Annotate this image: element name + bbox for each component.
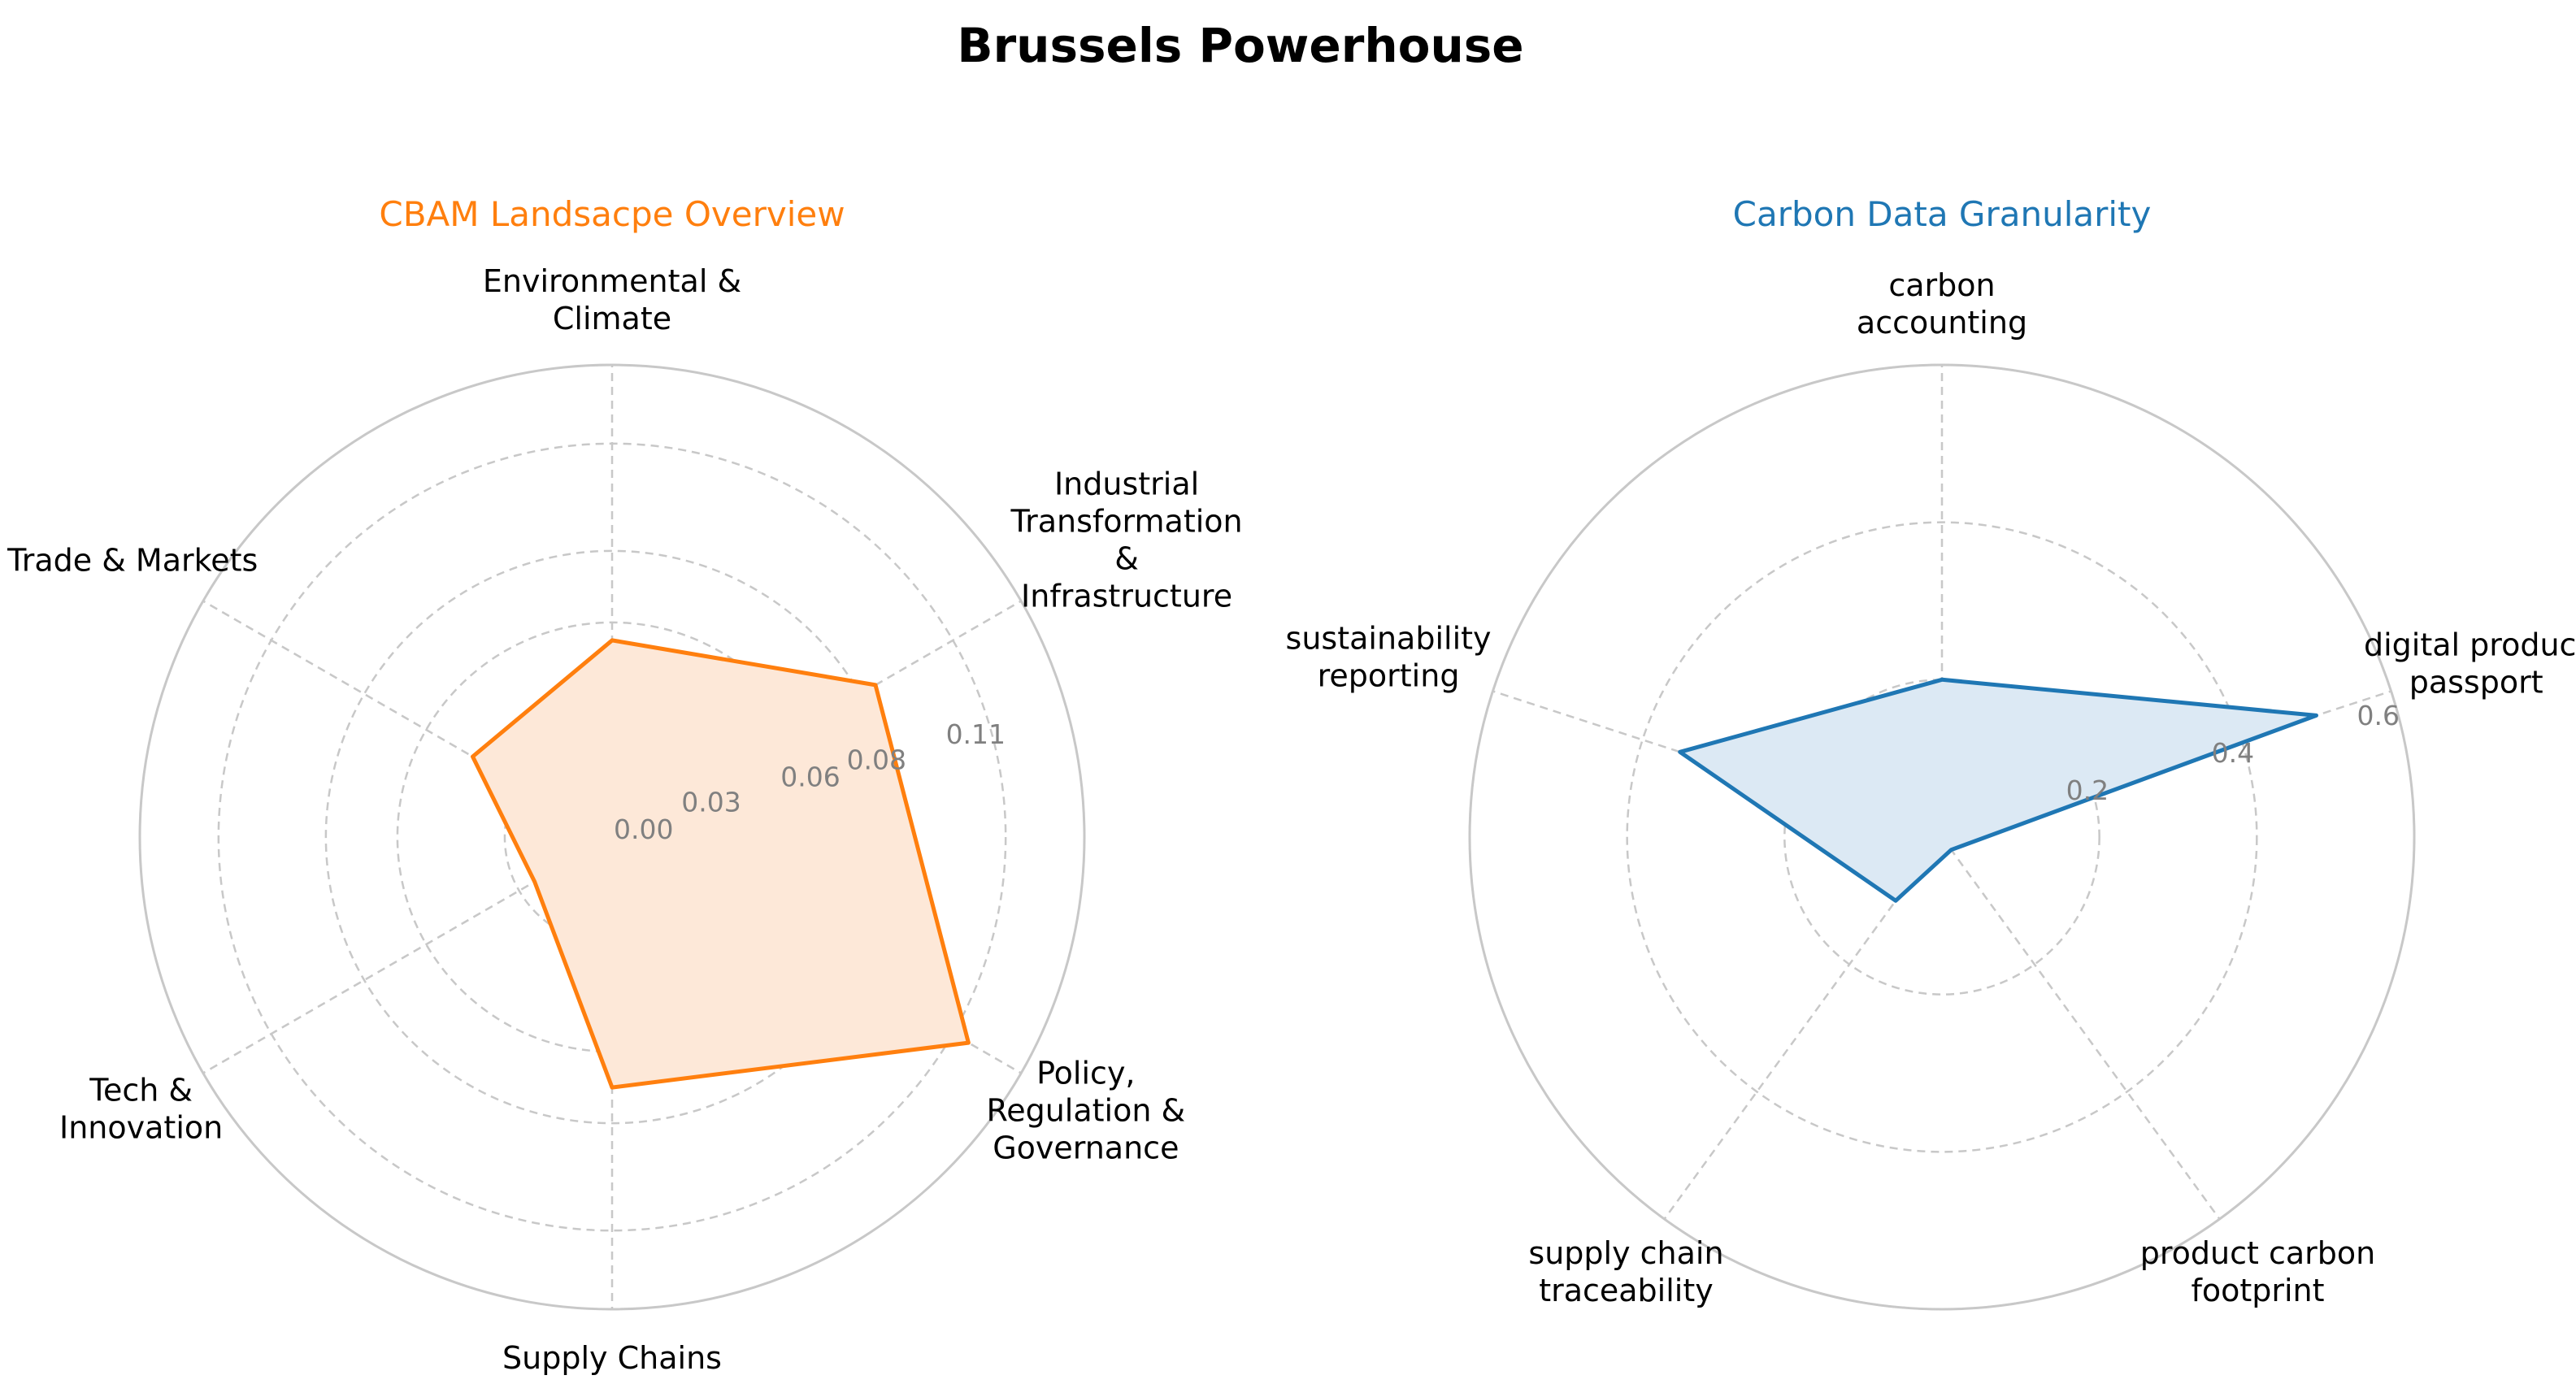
- series-line: [1678, 677, 2318, 903]
- data-point-trade-markets: [471, 754, 475, 758]
- category-label-environmental-climate: Environmental & Climate: [483, 263, 741, 336]
- radial-tick-label: 0.4: [2212, 737, 2254, 769]
- category-label-sustainability-reporting: sustainability reporting: [1286, 621, 1492, 694]
- spoke-line: [202, 835, 613, 1074]
- data-point-environmental-climate: [610, 638, 614, 642]
- radial-tick-label: 0.06: [780, 761, 840, 792]
- grid-circle: [1626, 521, 2258, 1153]
- series-fill: [472, 640, 969, 1088]
- category-label-supply-chain-traceability: supply chain traceability: [1528, 1235, 1723, 1308]
- category-label-policy-regulation-governance: Policy, Regulation & Governance: [987, 1056, 1186, 1166]
- radial-tick-label: 0.2: [2066, 774, 2109, 806]
- series-fill: [1679, 679, 2317, 901]
- outer-frame: [138, 363, 1086, 1311]
- radial-tick-label: 0.08: [847, 744, 906, 775]
- data-point-supply-chains: [610, 1086, 614, 1090]
- spoke-line: [1663, 836, 1944, 1220]
- category-label-trade-markets: Trade & Markets: [7, 543, 258, 579]
- grid-circle: [1783, 679, 2100, 996]
- category-label-carbon-accounting: carbon accounting: [1857, 267, 2027, 341]
- data-point-industrial-transformation-infrastructure: [874, 683, 878, 687]
- data-point-digital-product-passport: [2314, 714, 2318, 718]
- data-point-policy-regulation-governance: [967, 1041, 971, 1045]
- data-point-carbon-accounting: [1940, 678, 1944, 682]
- radial-tick-label: 0.6: [2357, 700, 2400, 731]
- radar-chart-cbam-landscape: CBAM Landsacpe Overview 0.00 0.03 0.060.08 0…: [7, 194, 1242, 1376]
- category-label-tech-innovation: Tech & Innovation: [59, 1073, 223, 1146]
- category-label-industrial-transformation-infrastructure: Industrial Transformation & Infrastructure: [1010, 466, 1243, 614]
- spoke-line: [202, 600, 613, 839]
- radial-tick-label: 0.03: [681, 787, 741, 818]
- data-point-tech-innovation: [532, 880, 536, 884]
- subplot-title: Carbon Data Granularity: [1733, 194, 2152, 234]
- data-point-sustainability-reporting: [1678, 750, 1682, 754]
- category-label-product-carbon-footprint: product carbon footprint: [2140, 1235, 2376, 1308]
- figure-title: Brussels Powerhouse: [957, 18, 1523, 73]
- radar-chart-carbon-data-granularity: Carbon Data Granularity 0.2 0.4 0.6 carbon ac…: [1286, 194, 2576, 1311]
- data-point-product-carbon-footprint: [1949, 848, 1953, 852]
- spoke-line: [1940, 836, 2221, 1220]
- data-point-supply-chain-traceability: [1894, 899, 1898, 903]
- outer-frame: [1468, 363, 2416, 1311]
- category-label-supply-chains: Supply Chains: [502, 1340, 722, 1376]
- radial-tick-label: 0.00: [614, 813, 673, 845]
- category-label-digital-product-passport: digital product passport: [2364, 627, 2576, 700]
- subplot-title: CBAM Landsacpe Overview: [379, 194, 845, 234]
- radial-tick-label: 0.11: [946, 718, 1006, 750]
